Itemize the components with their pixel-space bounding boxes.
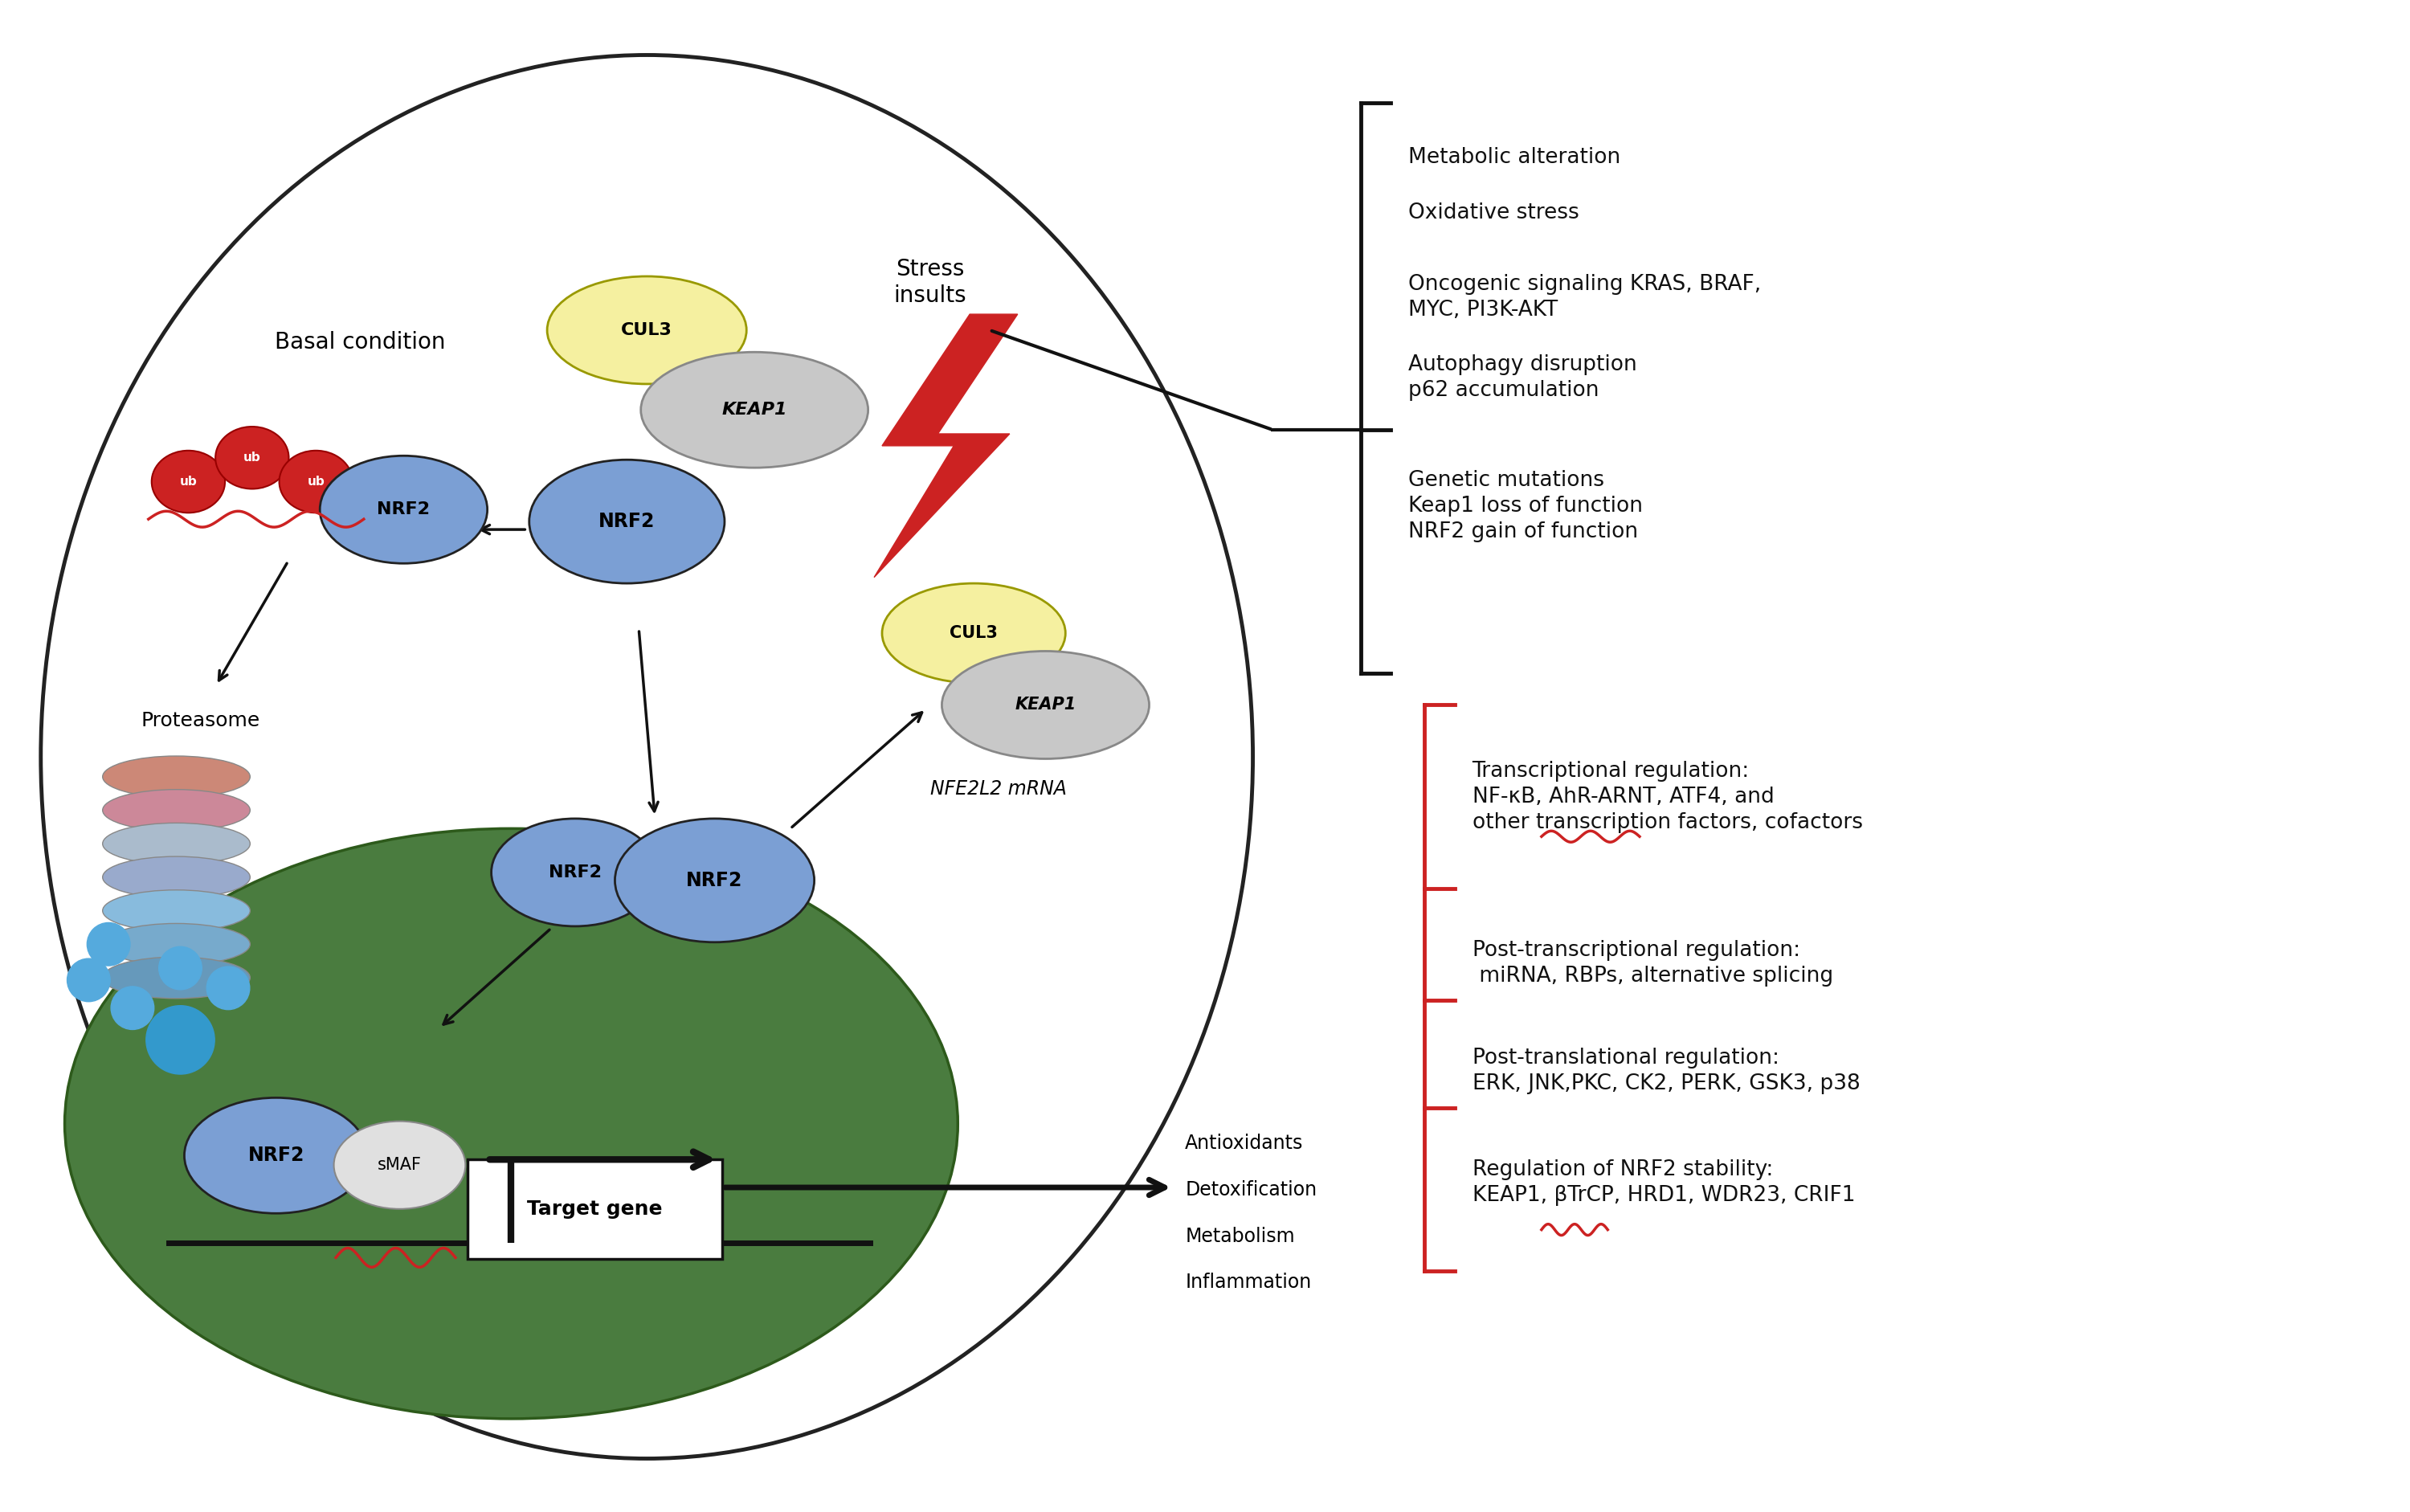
Text: sMAF: sMAF bbox=[378, 1157, 422, 1173]
Text: ub: ub bbox=[181, 476, 198, 488]
Text: ub: ub bbox=[306, 476, 325, 488]
Circle shape bbox=[87, 922, 130, 966]
Text: CUL3: CUL3 bbox=[622, 322, 672, 339]
Text: Target gene: Target gene bbox=[528, 1199, 663, 1219]
Ellipse shape bbox=[104, 891, 251, 931]
Ellipse shape bbox=[280, 451, 352, 513]
Ellipse shape bbox=[492, 818, 658, 927]
Text: Basal condition: Basal condition bbox=[275, 331, 446, 354]
Ellipse shape bbox=[641, 352, 868, 467]
Circle shape bbox=[159, 947, 202, 990]
Text: Oxidative stress: Oxidative stress bbox=[1407, 203, 1579, 224]
Ellipse shape bbox=[882, 584, 1065, 683]
Ellipse shape bbox=[104, 823, 251, 865]
Text: Genetic mutations
Keap1 loss of function
NRF2 gain of function: Genetic mutations Keap1 loss of function… bbox=[1407, 470, 1644, 541]
Text: Post-transcriptional regulation:
 miRNA, RBPs, alternative splicing: Post-transcriptional regulation: miRNA, … bbox=[1473, 940, 1834, 987]
Text: Stress
insults: Stress insults bbox=[894, 259, 966, 307]
Text: Autophagy disruption
p62 accumulation: Autophagy disruption p62 accumulation bbox=[1407, 354, 1636, 401]
Text: NRF2: NRF2 bbox=[687, 871, 742, 891]
Circle shape bbox=[147, 1005, 214, 1074]
Text: NFE2L2 mRNA: NFE2L2 mRNA bbox=[930, 779, 1065, 798]
Ellipse shape bbox=[104, 957, 251, 998]
Text: NRF2: NRF2 bbox=[248, 1146, 304, 1166]
FancyBboxPatch shape bbox=[468, 1160, 723, 1259]
Text: NRF2: NRF2 bbox=[376, 502, 429, 517]
Ellipse shape bbox=[104, 789, 251, 832]
Text: ub: ub bbox=[243, 452, 260, 464]
Text: Oncogenic signaling KRAS, BRAF,
MYC, PI3K-AKT: Oncogenic signaling KRAS, BRAF, MYC, PI3… bbox=[1407, 274, 1762, 321]
Circle shape bbox=[207, 966, 251, 1010]
Ellipse shape bbox=[104, 856, 251, 898]
Ellipse shape bbox=[335, 1122, 465, 1210]
Ellipse shape bbox=[104, 924, 251, 965]
Text: Antioxidants: Antioxidants bbox=[1186, 1134, 1304, 1154]
Ellipse shape bbox=[104, 756, 251, 797]
Polygon shape bbox=[875, 314, 1017, 578]
Text: KEAP1: KEAP1 bbox=[1015, 697, 1077, 714]
Ellipse shape bbox=[530, 460, 725, 584]
Text: Detoxification: Detoxification bbox=[1186, 1181, 1316, 1199]
Ellipse shape bbox=[214, 426, 289, 488]
Text: Regulation of NRF2 stability:
KEAP1, βTrCP, HRD1, WDR23, CRIF1: Regulation of NRF2 stability: KEAP1, βTr… bbox=[1473, 1160, 1856, 1207]
Ellipse shape bbox=[41, 54, 1253, 1459]
Ellipse shape bbox=[152, 451, 224, 513]
Circle shape bbox=[111, 986, 154, 1030]
Ellipse shape bbox=[321, 455, 487, 564]
Text: Metabolism: Metabolism bbox=[1186, 1226, 1294, 1246]
Text: NRF2: NRF2 bbox=[549, 865, 602, 880]
Ellipse shape bbox=[65, 829, 957, 1418]
Text: NRF2: NRF2 bbox=[598, 513, 656, 531]
Text: Post-translational regulation:
ERK, JNK,PKC, CK2, PERK, GSK3, p38: Post-translational regulation: ERK, JNK,… bbox=[1473, 1048, 1861, 1095]
Text: Inflammation: Inflammation bbox=[1186, 1273, 1311, 1291]
Text: KEAP1: KEAP1 bbox=[721, 402, 788, 417]
Circle shape bbox=[67, 959, 111, 1001]
Ellipse shape bbox=[547, 277, 747, 384]
Ellipse shape bbox=[183, 1098, 369, 1213]
Text: Metabolic alteration: Metabolic alteration bbox=[1407, 147, 1620, 168]
Text: Transcriptional regulation:
NF-κB, AhR-ARNT, ATF4, and
other transcription facto: Transcriptional regulation: NF-κB, AhR-A… bbox=[1473, 761, 1863, 833]
Ellipse shape bbox=[942, 652, 1150, 759]
Text: Proteasome: Proteasome bbox=[140, 711, 260, 730]
Ellipse shape bbox=[615, 818, 815, 942]
Text: CUL3: CUL3 bbox=[950, 624, 998, 641]
